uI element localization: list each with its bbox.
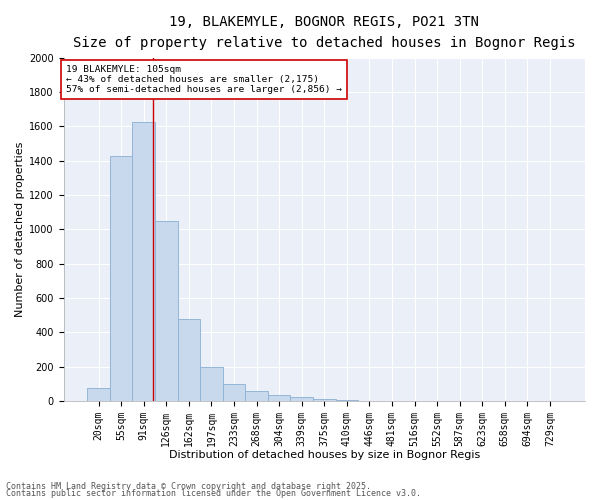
Text: Contains HM Land Registry data © Crown copyright and database right 2025.: Contains HM Land Registry data © Crown c… xyxy=(6,482,371,491)
Bar xyxy=(290,396,313,401)
Title: 19, BLAKEMYLE, BOGNOR REGIS, PO21 3TN
Size of property relative to detached hous: 19, BLAKEMYLE, BOGNOR REGIS, PO21 3TN Si… xyxy=(73,15,575,50)
Bar xyxy=(313,400,335,401)
Bar xyxy=(155,220,178,401)
X-axis label: Distribution of detached houses by size in Bognor Regis: Distribution of detached houses by size … xyxy=(169,450,480,460)
Bar xyxy=(178,320,200,401)
Bar xyxy=(87,388,110,401)
Y-axis label: Number of detached properties: Number of detached properties xyxy=(15,142,25,317)
Bar xyxy=(133,122,155,401)
Bar xyxy=(268,395,290,401)
Bar xyxy=(223,384,245,401)
Bar xyxy=(335,400,358,401)
Text: 19 BLAKEMYLE: 105sqm
← 43% of detached houses are smaller (2,175)
57% of semi-de: 19 BLAKEMYLE: 105sqm ← 43% of detached h… xyxy=(66,64,342,94)
Bar xyxy=(245,392,268,401)
Bar xyxy=(110,156,133,401)
Text: Contains public sector information licensed under the Open Government Licence v3: Contains public sector information licen… xyxy=(6,489,421,498)
Bar xyxy=(200,366,223,401)
